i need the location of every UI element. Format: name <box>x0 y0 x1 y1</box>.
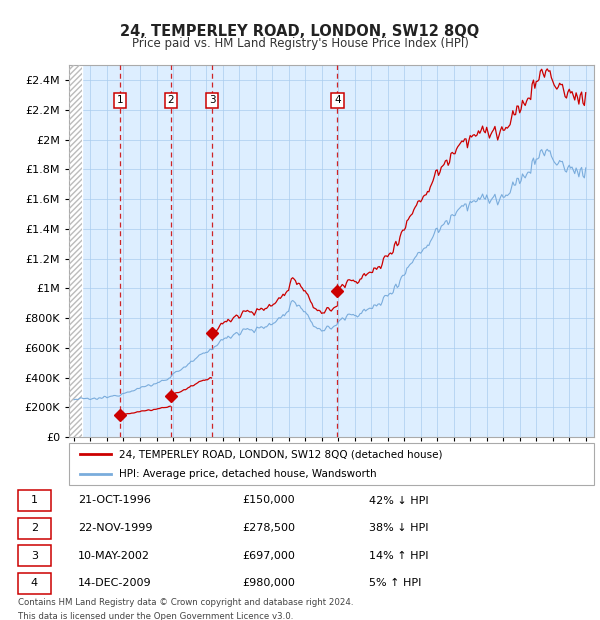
Text: 1: 1 <box>117 95 124 105</box>
Text: Price paid vs. HM Land Registry's House Price Index (HPI): Price paid vs. HM Land Registry's House … <box>131 37 469 50</box>
Bar <box>69 65 82 437</box>
Text: 3: 3 <box>209 95 215 105</box>
Text: HPI: Average price, detached house, Wandsworth: HPI: Average price, detached house, Wand… <box>119 469 377 479</box>
Bar <box>18 545 51 566</box>
Text: This data is licensed under the Open Government Licence v3.0.: This data is licensed under the Open Gov… <box>18 612 293 620</box>
Text: £697,000: £697,000 <box>242 551 295 560</box>
Text: £278,500: £278,500 <box>242 523 295 533</box>
Text: 38% ↓ HPI: 38% ↓ HPI <box>369 523 428 533</box>
Text: 3: 3 <box>31 551 38 560</box>
Text: 2: 2 <box>31 523 38 533</box>
Text: 1: 1 <box>31 495 38 505</box>
Text: 10-MAY-2002: 10-MAY-2002 <box>78 551 150 560</box>
Text: 2: 2 <box>168 95 175 105</box>
Text: 5% ↑ HPI: 5% ↑ HPI <box>369 578 421 588</box>
Text: Contains HM Land Registry data © Crown copyright and database right 2024.: Contains HM Land Registry data © Crown c… <box>18 598 353 608</box>
Text: 14% ↑ HPI: 14% ↑ HPI <box>369 551 428 560</box>
Text: 24, TEMPERLEY ROAD, LONDON, SW12 8QQ (detached house): 24, TEMPERLEY ROAD, LONDON, SW12 8QQ (de… <box>119 449 442 459</box>
Text: 4: 4 <box>334 95 341 105</box>
Text: 24, TEMPERLEY ROAD, LONDON, SW12 8QQ: 24, TEMPERLEY ROAD, LONDON, SW12 8QQ <box>121 24 479 38</box>
Bar <box>18 573 51 594</box>
Bar <box>18 518 51 539</box>
Text: 22-NOV-1999: 22-NOV-1999 <box>78 523 153 533</box>
Text: £150,000: £150,000 <box>242 495 295 505</box>
Bar <box>18 490 51 511</box>
Text: 21-OCT-1996: 21-OCT-1996 <box>78 495 151 505</box>
Text: 4: 4 <box>31 578 38 588</box>
Text: £980,000: £980,000 <box>242 578 295 588</box>
Bar <box>69 65 82 437</box>
Text: 14-DEC-2009: 14-DEC-2009 <box>78 578 152 588</box>
Text: 42% ↓ HPI: 42% ↓ HPI <box>369 495 429 505</box>
